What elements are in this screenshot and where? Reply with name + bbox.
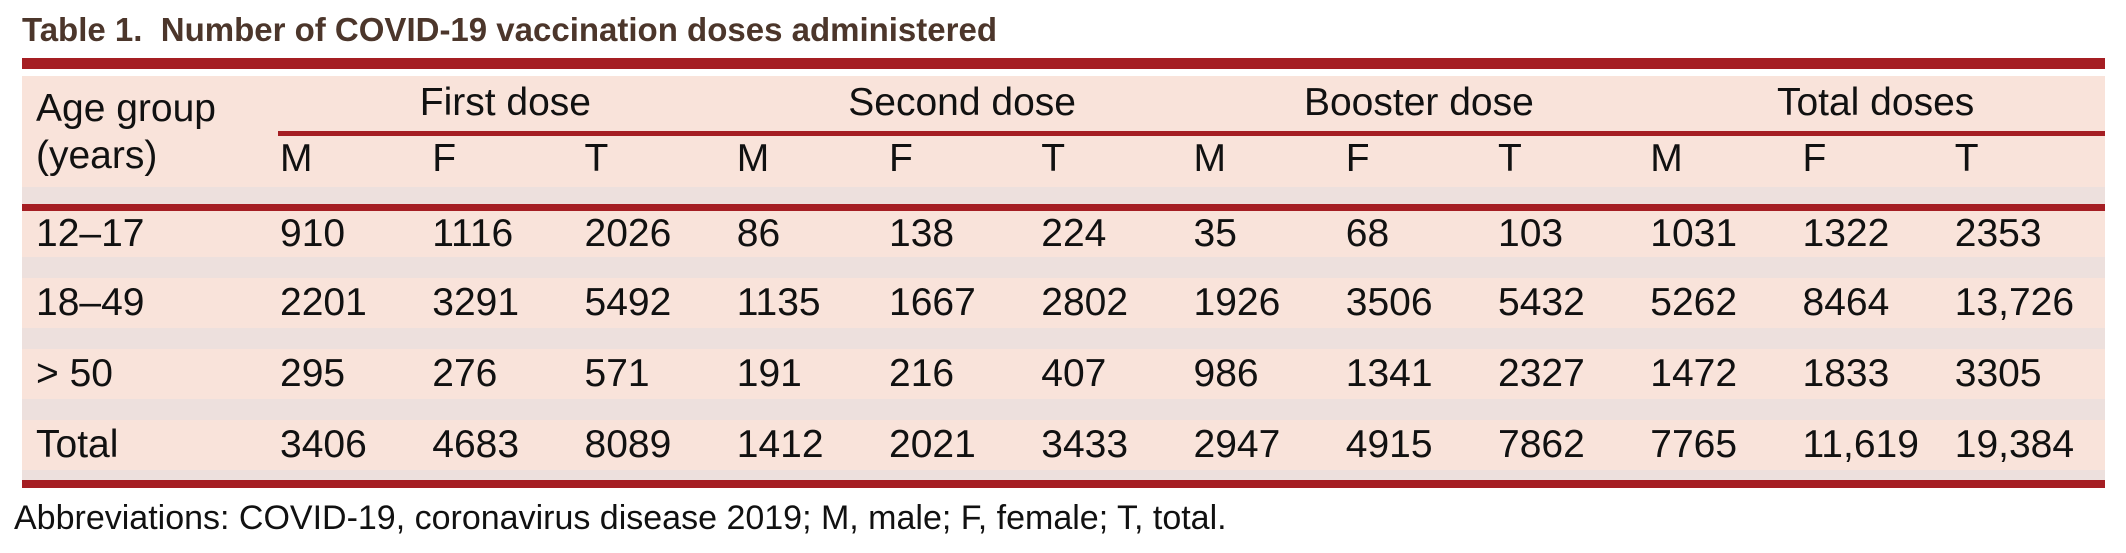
table-row: 18–49 2201 3291 5492 1135 1667 2802 1926 3506 543… [22,278,2105,328]
page: Table 1. Number of COVID-19 vaccination … [14,11,2105,537]
value-cell: 8464 [1800,278,1953,328]
row-separator [22,470,2105,480]
value-cell: 35 [1191,207,1344,257]
subheader-f: F [887,133,1040,187]
value-cell: 1926 [1191,278,1344,328]
value-cell: 191 [734,349,887,399]
subheader-m: M [1648,133,1801,187]
subheader-t: T [1496,133,1649,187]
value-cell: 11,619 [1800,420,1953,470]
table-body: 12–17 910 1116 2026 86 138 224 35 68 103 1031 1322 2… [22,207,2105,480]
value-cell: 19,384 [1952,420,2105,470]
table-row: Total 3406 4683 8089 1412 2021 3433 2947 4915 786… [22,420,2105,470]
value-cell: 1135 [734,278,887,328]
value-cell: 1031 [1648,207,1801,257]
value-cell: 4683 [430,420,583,470]
value-cell: 8089 [582,420,735,470]
value-cell: 1116 [430,207,583,257]
value-cell: 1341 [1343,349,1496,399]
subheader-f: F [1343,133,1496,187]
abbreviations-note: Abbreviations: COVID-19, coronavirus dis… [14,499,1227,537]
value-cell: 407 [1039,349,1192,399]
value-cell: 2947 [1191,420,1344,470]
value-cell: 571 [582,349,735,399]
group-header-total-doses: Total doses [1648,76,2105,136]
subheader-m: M [1191,133,1344,187]
subheader-f: F [430,133,583,187]
value-cell: 86 [734,207,887,257]
value-cell: 5262 [1648,278,1801,328]
subheader-m: M [278,133,431,187]
table-row: > 50 295 276 571 191 216 407 986 1341 2327 1472 183… [22,349,2105,399]
age-group-cell: 12–17 [22,207,278,257]
value-cell: 910 [278,207,431,257]
value-cell: 216 [887,349,1040,399]
age-group-cell: Total [22,420,278,470]
value-cell: 3291 [430,278,583,328]
value-cell: 1412 [734,420,887,470]
age-group-cell: > 50 [22,349,278,399]
value-cell: 224 [1039,207,1192,257]
value-cell: 103 [1496,207,1649,257]
value-cell: 1833 [1800,349,1953,399]
value-cell: 5492 [582,278,735,328]
value-cell: 7862 [1496,420,1649,470]
value-cell: 1322 [1800,207,1953,257]
value-cell: 2327 [1496,349,1649,399]
value-cell: 68 [1343,207,1496,257]
group-header-first-dose: First dose [278,76,735,136]
value-cell: 4915 [1343,420,1496,470]
value-cell: 1472 [1648,349,1801,399]
vaccination-doses-table: Age group (years) First dose Second dose… [22,76,2105,480]
value-cell: 1667 [887,278,1040,328]
row-separator [22,328,2105,349]
value-cell: 276 [430,349,583,399]
value-cell: 5432 [1496,278,1649,328]
value-cell: 2802 [1039,278,1192,328]
group-header-booster-dose: Booster dose [1191,76,1649,136]
header-separator [22,187,2105,211]
value-cell: 2201 [278,278,431,328]
value-cell: 7765 [1648,420,1801,470]
value-cell: 2021 [887,420,1040,470]
bottom-rule [22,480,2105,488]
value-cell: 2026 [582,207,735,257]
subheader-f: F [1800,133,1953,187]
subheader-m: M [734,133,887,187]
value-cell: 295 [278,349,431,399]
value-cell: 2353 [1952,207,2105,257]
table-row: 12–17 910 1116 2026 86 138 224 35 68 103 1031 1322 2… [22,207,2105,257]
subheader-t: T [1952,133,2105,187]
top-rule [22,58,2105,69]
table-title: Table 1. Number of COVID-19 vaccination … [22,11,997,48]
row-separator [22,257,2105,278]
age-group-cell: 18–49 [22,278,278,328]
group-header-row: Age group (years) First dose Second dose… [22,76,2105,187]
value-cell: 3506 [1343,278,1496,328]
row-separator [22,399,2105,420]
value-cell: 3406 [278,420,431,470]
value-cell: 3433 [1039,420,1192,470]
value-cell: 3305 [1952,349,2105,399]
subheader-t: T [1039,133,1192,187]
value-cell: 986 [1191,349,1344,399]
subheader-t: T [582,133,735,187]
value-cell: 138 [887,207,1040,257]
group-header-second-dose: Second dose [734,76,1192,136]
value-cell: 13,726 [1952,278,2105,328]
table-header: Age group (years) First dose Second dose… [22,76,2105,211]
age-group-column-header: Age group (years) [22,76,278,187]
